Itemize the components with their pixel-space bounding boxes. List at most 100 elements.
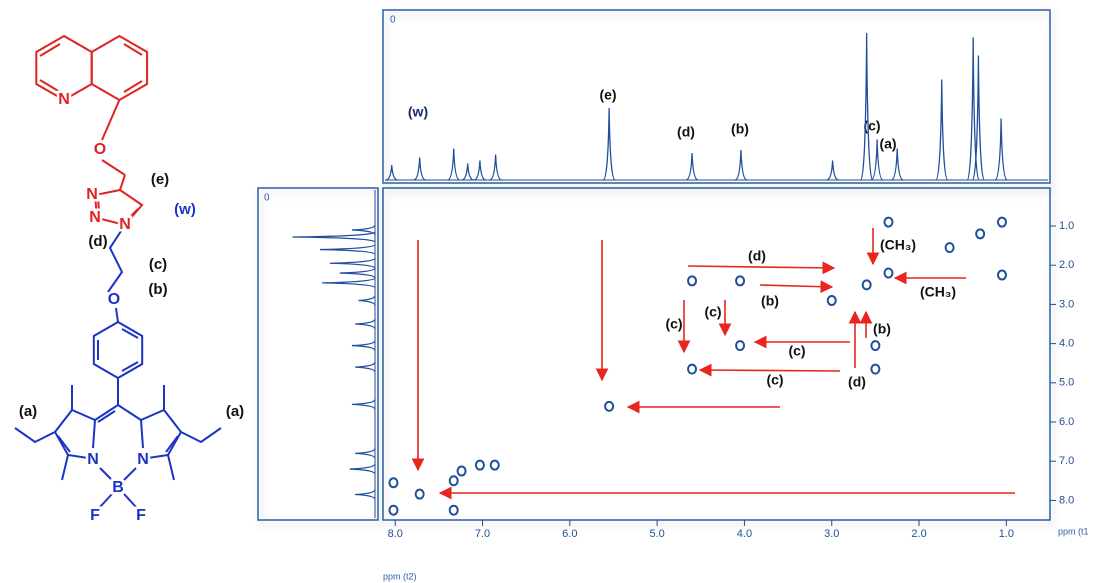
cross-peak [605,402,613,411]
atom-label: F [90,507,100,524]
x-axis-label: ppm (t2) [383,571,417,581]
annotation: (d) [677,124,695,140]
atom-label: N [58,91,70,108]
x-tick-label: 3.0 [824,528,839,540]
cross-peak [871,365,879,374]
projection-label: 0 [390,15,396,26]
atom-label: F [136,507,146,524]
cross-peak [736,276,744,285]
projection-peak [350,464,375,474]
annotation: (b) [873,321,891,337]
annotation: (CH₃) [920,284,956,300]
atom-label: N [87,451,99,468]
cross-peak [946,243,954,252]
annotation: (d) [848,374,866,390]
projection-peak [340,268,375,278]
cross-peak [736,341,744,350]
projection-peak [355,490,375,500]
annotation: (c) [788,343,805,359]
projection-peak [320,245,375,255]
y-axis-label: ppm (t1 [1058,526,1089,536]
cross-peak [863,280,871,289]
cross-peak [828,296,836,305]
projection-label: 0 [264,193,270,204]
projection-peak [735,150,747,180]
cross-peak [389,478,397,487]
atom-label: N [86,186,98,203]
position-label: (c) [149,256,167,273]
cross-peak [491,461,499,470]
cosy-frame [383,188,1050,520]
cross-peak [998,271,1006,280]
position-label: (w) [174,201,196,218]
y-tick-label: 2.0 [1059,259,1074,271]
cross-peak [450,476,458,485]
annotation: (c) [665,316,682,332]
atom-label: N [137,451,149,468]
y-tick-label: 8.0 [1059,494,1074,506]
atom-label: O [94,141,106,158]
projection-peak [414,158,426,181]
atom-label: N [119,216,131,233]
projection-peak [891,149,903,181]
y-tick-label: 3.0 [1059,298,1074,310]
position-label: (b) [148,281,167,298]
projection-peak [352,399,375,409]
y-tick-label: 1.0 [1059,220,1074,232]
position-label: (e) [151,171,169,188]
annotation: (b) [731,121,749,137]
cross-peak [450,506,458,515]
projection-peak [355,362,375,372]
figure: N O N N N O N N B F F (e) (w) (d) (c) (b… [0,0,1095,583]
cross-peak [884,218,892,227]
atom-label: O [108,291,120,308]
map-annotations: (d) (b) (CH₃) (CH₃) (c) (c) (b) (c) (c) … [665,237,956,390]
y-tick-label: 6.0 [1059,416,1074,428]
cross-peak [688,365,696,374]
x-tick-label: 4.0 [737,528,752,540]
cross-peak [688,276,696,285]
position-label: (d) [88,233,107,250]
projection-peak [474,161,486,181]
cross-peak [976,229,984,238]
annotation: (CH₃) [880,237,916,253]
cross-peak [389,506,397,515]
position-label: (a) [19,403,37,420]
projection-peak [462,164,474,181]
projection-peak [490,155,502,181]
cross-peak [998,218,1006,227]
projection-peak [330,258,375,268]
projection-peak [686,153,698,180]
cross-peak [458,467,466,476]
top-projection-frame [383,10,1050,183]
projection-peak [861,33,873,180]
cross-peak [416,490,424,499]
arrow [760,285,832,287]
y-tick-label: 5.0 [1059,377,1074,389]
x-tick-label: 2.0 [911,528,926,540]
molecule: N O N N N O N N B F F (e) (w) (d) (c) (b… [15,36,244,524]
projection-peak [448,149,460,181]
projection-peak [603,108,615,180]
projection-peak [995,119,1007,181]
y-tick-label: 4.0 [1059,338,1074,350]
y-tick-label: 7.0 [1059,455,1074,467]
annotation: (c) [766,372,783,388]
position-label: (a) [226,403,244,420]
annotation: (d) [748,248,766,264]
top-annotations: (w) (e) (d) (b) (c) (a) [408,87,897,152]
annotation: (e) [599,87,616,103]
x-tick-label: 8.0 [388,528,403,540]
correlation-arrows [418,228,1015,493]
projection-peak [827,161,839,181]
annotation: (c) [863,118,880,134]
annotation: (a) [879,136,896,152]
cross-peak [871,341,879,350]
projection-peak [352,341,375,351]
projection-peak [355,448,375,458]
annotation: (b) [761,293,779,309]
atom-label: N [89,209,101,226]
projection-peak [322,278,375,288]
x-tick-label: 6.0 [562,528,577,540]
x-tick-label: 5.0 [649,528,664,540]
